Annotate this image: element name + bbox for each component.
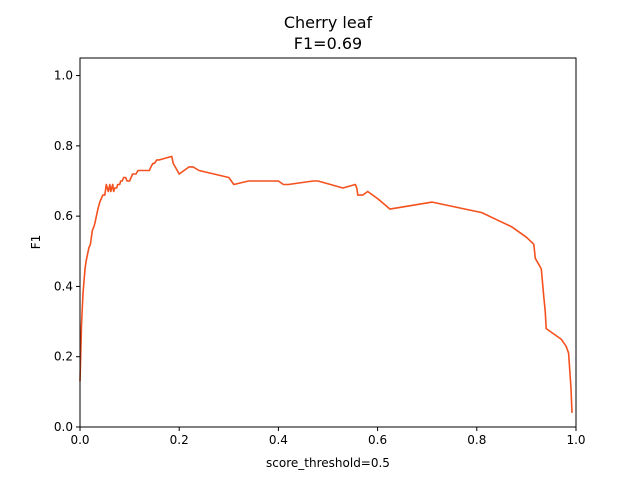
- x-tick-label: 0.6: [368, 433, 387, 447]
- x-tick-label: 0.0: [70, 433, 89, 447]
- y-tick-label: 0.4: [54, 279, 73, 293]
- x-tick-label: 0.4: [269, 433, 288, 447]
- chart-title: Cherry leaf: [284, 13, 373, 32]
- y-tick-label: 0.0: [54, 420, 73, 434]
- series-layer: [79, 155, 573, 413]
- x-tick-label: 0.2: [170, 433, 189, 447]
- x-axis-label: score_threshold=0.5: [266, 456, 390, 470]
- y-tick-label: 1.0: [54, 69, 73, 83]
- x-tick-label: 1.0: [566, 433, 585, 447]
- x-tick-label: 0.8: [467, 433, 486, 447]
- axis-ticks: 0.0 0.2 0.4 0.6 0.8 1.0 0.0 0.2 0.4 0.6 0.8 1.0: [54, 69, 586, 447]
- y-tick-label: 0.6: [54, 209, 73, 223]
- y-tick-label: 0.2: [54, 350, 73, 364]
- series-line: [79, 155, 573, 413]
- y-tick-label: 0.8: [54, 139, 73, 153]
- chart-subtitle: F1=0.69: [294, 34, 362, 53]
- plot-frame: [79, 57, 577, 428]
- y-axis-label: F1: [29, 235, 43, 250]
